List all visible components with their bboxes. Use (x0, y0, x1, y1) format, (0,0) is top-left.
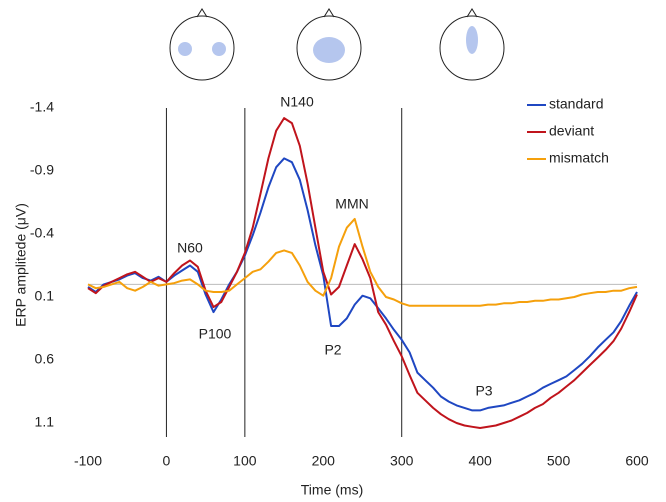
y-tick-label: 1.1 (35, 414, 55, 430)
series-line (87, 117, 638, 429)
y-tick-label: 0.6 (35, 351, 55, 367)
x-tick-label: 600 (625, 453, 649, 469)
legend-label: standard (549, 96, 603, 112)
x-tick-label: 500 (547, 453, 571, 469)
annotation: P100 (199, 326, 232, 342)
annotation: P2 (324, 342, 341, 358)
series-line (87, 157, 638, 412)
scalp-spot (466, 26, 478, 54)
x-axis-title: Time (ms) (301, 482, 363, 498)
nose (196, 8, 208, 18)
y-tick-label: 0.1 (35, 288, 55, 304)
head-icons (169, 8, 505, 81)
x-tick-label: 200 (312, 453, 336, 469)
annotation: N60 (177, 240, 203, 256)
series-line (87, 217, 638, 307)
annotation: N140 (280, 94, 314, 110)
y-tick-label: -1.4 (30, 99, 54, 115)
x-tick-label: 100 (233, 453, 257, 469)
annotation: P3 (475, 383, 492, 399)
x-tick-label: 0 (163, 453, 171, 469)
scalp-spot (178, 42, 192, 56)
legend-label: deviant (549, 123, 594, 139)
x-tick-label: 400 (468, 453, 492, 469)
scalp-spot (313, 37, 345, 63)
y-tick-label: -0.4 (30, 225, 54, 241)
head-icon (439, 15, 505, 81)
y-tick-label: -0.9 (30, 162, 54, 178)
x-tick-label: 300 (390, 453, 414, 469)
y-axis-title: ERP amplitede (μV) (13, 203, 29, 327)
nose (323, 8, 335, 18)
head-icon (169, 15, 235, 81)
x-tick-label: -100 (74, 453, 102, 469)
annotation: MMN (335, 196, 368, 212)
head-icon (296, 15, 362, 81)
nose (466, 8, 478, 18)
scalp-spot (212, 42, 226, 56)
legend-label: mismatch (549, 150, 609, 166)
